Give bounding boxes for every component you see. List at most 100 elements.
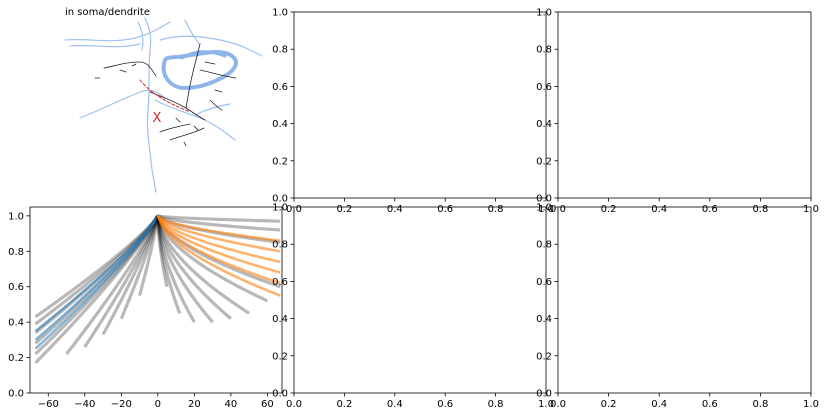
x-tick-label: 20: [188, 399, 201, 410]
x-tick-label: 0.8: [488, 204, 504, 215]
y-tick-label: 0.6: [8, 282, 24, 293]
orange-right-trace: [157, 214, 281, 242]
y-tick-label: 0.8: [8, 247, 24, 258]
orange-right-trace: [156, 215, 281, 274]
y-tick-label: 0.2: [8, 353, 24, 364]
recording-path: [139, 79, 191, 113]
y-tick-label: 0.4: [272, 119, 288, 130]
x-tick-label: 0.0: [286, 399, 302, 410]
x-tick-label: 0: [155, 399, 161, 410]
axes-bottom-left: [29, 206, 283, 394]
gray-left-trace: [119, 215, 160, 320]
x-tick-label: 1.0: [538, 399, 554, 410]
y-tick-label: 0.0: [536, 194, 552, 205]
blue-left-trace: [34, 215, 159, 350]
y-tick-label: 1.0: [8, 211, 24, 222]
y-tick-label: 0.4: [8, 318, 24, 329]
x-tick-label: 0.4: [651, 399, 667, 410]
x-tick-label: 60: [261, 399, 274, 410]
x-tick-label: 0.2: [336, 399, 352, 410]
x-tick-label: 0.8: [488, 399, 504, 410]
x-tick-label: 0.4: [387, 204, 403, 215]
axes-frame: [557, 206, 812, 394]
x-tick-label: 0.6: [702, 399, 718, 410]
y-tick-label: 0.2: [536, 156, 552, 167]
y-tick-label: 0.2: [272, 156, 288, 167]
recording-site-marker: X: [153, 111, 162, 126]
blue-left-trace: [34, 215, 159, 341]
y-tick-label: 0.6: [536, 82, 552, 93]
y-tick-label: 0.2: [536, 351, 552, 362]
y-tick-label: 0.6: [272, 277, 288, 288]
axes-frame: [557, 11, 812, 199]
tick-marks-and-labels: 0.0 0.2 0.4 0.6 0.8 1.00.00.20.40.60.81.00.0 0…: [8, 8, 819, 411]
gray-left-trace: [83, 215, 160, 348]
axes-frame: [293, 11, 547, 199]
y-tick-label: 0.0: [8, 389, 24, 400]
x-tick-label: 0.2: [336, 204, 352, 215]
y-tick-label: 1.0: [272, 8, 288, 19]
x-tick-label: 0.0: [286, 204, 302, 215]
morphology-title: in soma/dendrite: [65, 7, 150, 18]
x-tick-label: −40: [74, 399, 95, 410]
morphology-panel: in soma/dendrite: [64, 7, 263, 193]
x-tick-label: 1.0: [803, 399, 819, 410]
gray-left-trace: [34, 214, 160, 319]
y-tick-label: 0.4: [536, 119, 552, 130]
x-tick-label: 0.2: [601, 204, 617, 215]
axes-top-middle: [293, 11, 547, 199]
x-tick-label: 40: [225, 399, 238, 410]
neuron-morphology: [64, 17, 263, 193]
gray-right-trace: [156, 215, 196, 323]
y-tick-label: 0.4: [536, 314, 552, 325]
y-tick-label: 0.6: [272, 82, 288, 93]
x-tick-label: 0.4: [651, 204, 667, 215]
y-tick-label: 0.0: [536, 389, 552, 400]
x-tick-label: 0.8: [752, 399, 768, 410]
y-tick-label: 0.0: [272, 389, 288, 400]
y-tick-label: 0.8: [272, 45, 288, 56]
y-tick-label: 0.8: [536, 240, 552, 251]
y-tick-label: 0.4: [272, 314, 288, 325]
x-tick-label: −60: [38, 399, 59, 410]
axes-top-right: [557, 11, 812, 199]
axes-bottom-middle: [293, 206, 547, 394]
y-tick-label: 0.6: [536, 277, 552, 288]
y-tick-label: 0.0: [272, 194, 288, 205]
x-tick-label: 1.0: [803, 204, 819, 215]
axes-bottom-right: [557, 206, 812, 394]
y-tick-label: 0.8: [272, 240, 288, 251]
orange-right-trace: [156, 215, 281, 285]
gray-right-trace: [156, 215, 182, 314]
x-tick-label: −20: [111, 399, 132, 410]
gray-right-trace: [156, 215, 214, 324]
x-tick-label: 0.8: [752, 204, 768, 215]
gray-right-trace: [157, 214, 281, 223]
gray-right-trace: [156, 215, 269, 303]
gray-right-trace: [157, 214, 281, 232]
x-tick-label: 0.0: [550, 399, 566, 410]
y-tick-label: 1.0: [536, 203, 552, 214]
x-tick-label: 0.6: [437, 399, 453, 410]
orange-right-trace: [156, 215, 281, 264]
gray-right-trace: [156, 215, 169, 288]
gray-left-trace: [34, 215, 160, 365]
gray-right-trace: [156, 215, 250, 315]
y-tick-label: 0.2: [272, 351, 288, 362]
x-tick-label: 0.2: [601, 399, 617, 410]
orange-right-trace: [156, 214, 281, 253]
gray-right-trace: [156, 215, 232, 320]
axes-frame: [293, 206, 547, 394]
x-tick-label: 0.4: [387, 399, 403, 410]
y-tick-label: 1.0: [536, 8, 552, 19]
y-tick-label: 0.8: [536, 45, 552, 56]
trace-lines: [34, 214, 281, 365]
axes-frame: [29, 206, 283, 394]
gray-left-trace: [65, 215, 160, 356]
y-tick-label: 1.0: [272, 203, 288, 214]
x-tick-label: 0.0: [550, 204, 566, 215]
x-tick-label: 0.6: [437, 204, 453, 215]
x-tick-label: 0.6: [702, 204, 718, 215]
gray-left-trace: [138, 215, 160, 296]
